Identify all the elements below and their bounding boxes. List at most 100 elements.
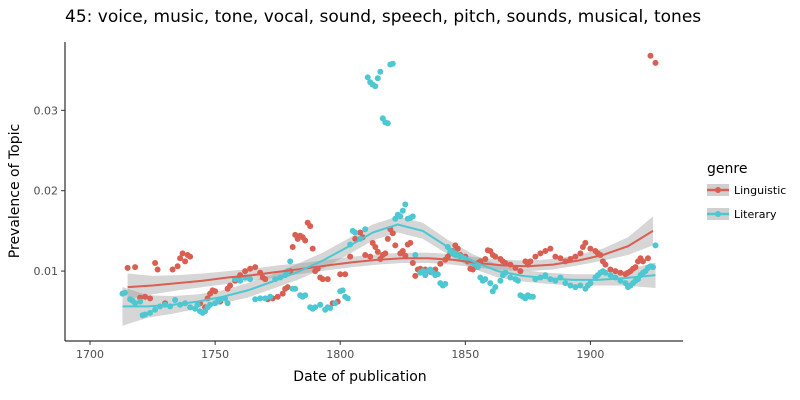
x-tick-label: 1800: [326, 348, 354, 361]
point-literary: [602, 269, 609, 276]
point-linguistic: [307, 223, 314, 230]
point-linguistic: [437, 260, 444, 267]
point-literary: [492, 284, 499, 291]
point-literary: [474, 264, 481, 271]
point-linguistic: [567, 256, 574, 262]
point-linguistic: [342, 271, 349, 278]
point-linguistic: [152, 260, 159, 266]
point-linguistic: [352, 235, 359, 242]
point-literary: [374, 75, 381, 82]
confidence-band-literary: [122, 216, 656, 326]
point-literary: [497, 277, 504, 284]
point-linguistic: [482, 256, 489, 262]
point-linguistic: [284, 284, 291, 291]
x-tick-label: 1850: [451, 348, 479, 361]
point-linguistic: [469, 266, 476, 273]
point-linguistic: [384, 235, 391, 242]
point-linguistic: [132, 264, 139, 271]
point-literary: [339, 287, 346, 294]
point-linguistic: [407, 239, 414, 246]
point-linguistic: [652, 59, 659, 66]
point-literary: [389, 60, 396, 67]
point-linguistic: [399, 248, 406, 254]
legend: genre Linguistic Literary: [707, 161, 786, 221]
point-literary: [267, 293, 274, 300]
point-literary: [607, 272, 614, 279]
point-literary: [397, 213, 404, 220]
point-literary: [399, 207, 406, 214]
point-linguistic: [552, 253, 559, 260]
point-linguistic: [645, 255, 651, 262]
point-linguistic: [492, 253, 499, 260]
point-literary: [362, 226, 369, 233]
point-literary: [147, 309, 154, 316]
point-literary: [344, 295, 351, 302]
point-literary: [372, 83, 379, 90]
y-tick-label: 0.01: [34, 265, 59, 278]
point-literary: [529, 293, 536, 300]
point-linguistic: [302, 237, 309, 244]
point-linguistic: [262, 276, 269, 283]
trend-lines: [122, 223, 656, 308]
legend-entry-literary: Literary: [707, 208, 777, 221]
point-literary: [577, 282, 584, 289]
y-axis-title: Prevalence of Topic: [7, 124, 23, 258]
confidence-bands: [122, 216, 656, 326]
trend-line-literary: [122, 223, 656, 308]
point-literary: [287, 258, 294, 265]
point-linguistic: [169, 266, 176, 273]
point-literary: [409, 213, 416, 220]
point-linguistic: [242, 268, 249, 275]
point-linguistic: [177, 255, 184, 262]
point-linguistic: [517, 268, 524, 275]
point-linguistic: [640, 258, 646, 265]
legend-entry-linguistic: Linguistic: [707, 184, 786, 197]
point-linguistic: [612, 268, 619, 275]
point-linguistic: [289, 244, 296, 250]
point-literary: [384, 120, 391, 127]
point-linguistic: [527, 258, 534, 265]
point-linguistic: [367, 253, 374, 260]
chart-title: 45: voice, music, tone, vocal, sound, sp…: [65, 7, 701, 27]
x-axis-title: Date of publication: [293, 369, 426, 385]
point-linguistic: [587, 245, 594, 252]
point-literary: [137, 298, 144, 305]
point-linguistic: [572, 253, 579, 260]
point-literary: [507, 274, 514, 281]
point-linguistic: [252, 264, 259, 271]
point-literary: [364, 74, 371, 81]
point-linguistic: [607, 266, 614, 273]
point-literary: [292, 285, 299, 292]
point-literary: [257, 295, 264, 302]
point-literary: [187, 304, 194, 311]
point-linguistic: [617, 269, 624, 276]
point-linguistic: [227, 282, 234, 289]
point-linguistic: [532, 253, 539, 260]
legend-key-point: [715, 211, 721, 217]
point-literary: [172, 297, 179, 303]
point-linguistic: [582, 239, 589, 246]
point-literary: [252, 296, 259, 303]
legend-label: Literary: [734, 208, 777, 221]
trend-line-linguistic: [127, 230, 654, 289]
point-literary: [312, 304, 319, 311]
point-linguistic: [602, 261, 609, 268]
point-linguistic: [647, 52, 654, 59]
point-literary: [567, 282, 574, 289]
point-literary: [224, 300, 231, 307]
point-literary: [542, 272, 549, 279]
x-tick-label: 1700: [76, 348, 104, 361]
y-axis-ticks: 0.01 0.02 0.03: [34, 104, 65, 278]
point-linguistic: [174, 263, 181, 270]
point-linguistic: [212, 288, 219, 295]
point-linguistic: [124, 264, 131, 271]
x-tick-label: 1900: [576, 348, 604, 361]
point-linguistic: [179, 250, 186, 257]
point-linguistic: [632, 264, 639, 271]
point-linguistic: [547, 245, 554, 252]
point-linguistic: [577, 250, 584, 257]
point-linguistic: [274, 293, 281, 300]
point-literary: [332, 300, 339, 307]
point-linguistic: [557, 255, 564, 262]
